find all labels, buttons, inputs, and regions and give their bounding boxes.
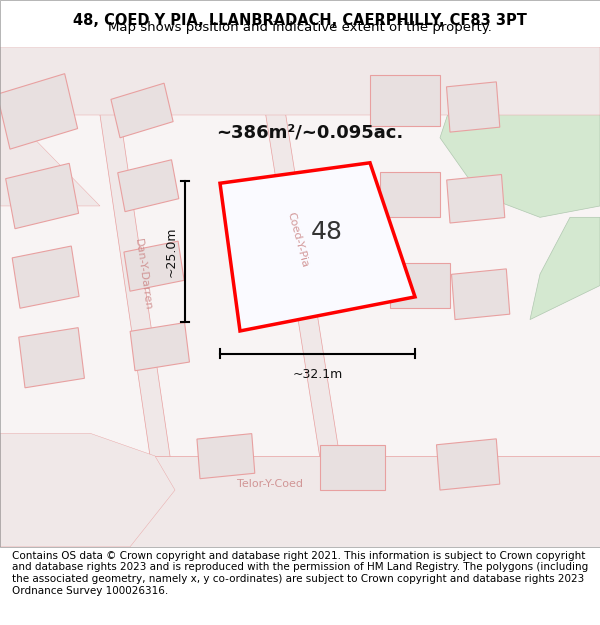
Bar [320,444,385,490]
Text: ~386m²/~0.095ac.: ~386m²/~0.095ac. [217,123,404,141]
Text: Dan-Y-Darren: Dan-Y-Darren [133,238,153,311]
Bar [111,83,173,138]
Bar [380,172,440,217]
Polygon shape [255,47,345,490]
Polygon shape [530,217,600,319]
Bar [19,328,85,388]
Bar [12,246,79,308]
Bar [452,269,510,319]
Text: Contains OS data © Crown copyright and database right 2021. This information is : Contains OS data © Crown copyright and d… [12,551,588,596]
Polygon shape [0,433,175,547]
Polygon shape [90,47,175,490]
Text: Map shows position and indicative extent of the property.: Map shows position and indicative extent… [108,21,492,34]
Text: 48, COED Y PIA, LLANBRADACH, CAERPHILLY, CF83 3PT: 48, COED Y PIA, LLANBRADACH, CAERPHILLY,… [73,13,527,28]
Polygon shape [0,104,100,206]
Polygon shape [0,456,600,547]
Bar [390,262,450,308]
Polygon shape [0,47,600,115]
Bar [124,241,184,291]
Bar [446,82,500,132]
Polygon shape [440,47,600,217]
Bar [370,75,440,126]
Polygon shape [220,162,415,331]
Bar [5,163,79,229]
Text: ~25.0m: ~25.0m [164,226,178,277]
Text: Telor-Y-Coed: Telor-Y-Coed [237,479,303,489]
Text: ~32.1m: ~32.1m [292,368,343,381]
Bar [446,174,505,223]
Text: Coed-Y-Pia: Coed-Y-Pia [286,211,310,269]
Bar [0,74,77,149]
Text: 48: 48 [310,220,342,244]
Bar [118,160,179,212]
Bar [197,434,255,479]
Bar [130,322,190,371]
Bar [437,439,500,490]
